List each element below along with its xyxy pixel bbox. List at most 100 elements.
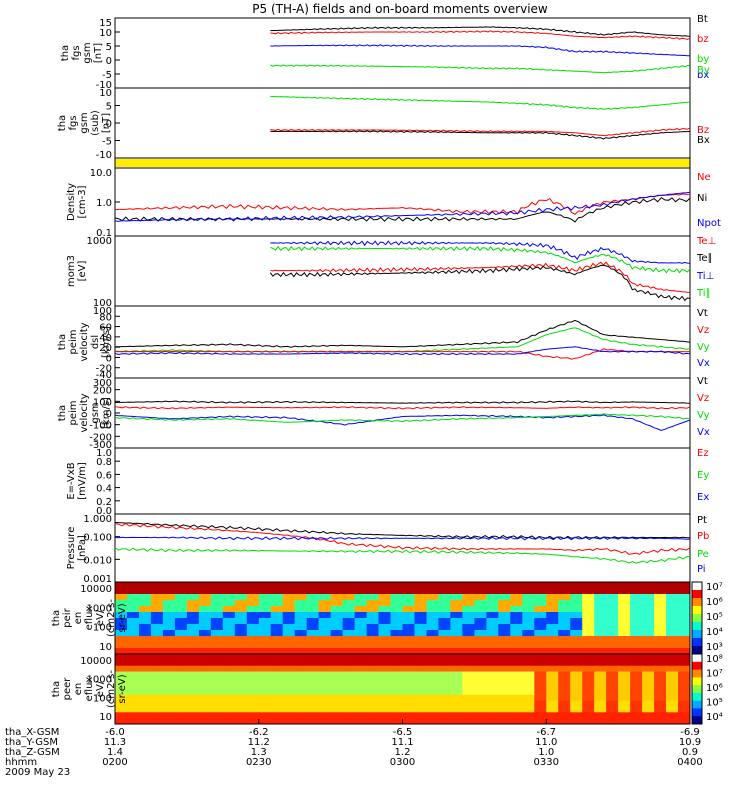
spectrogram-cell: [606, 712, 619, 719]
spectrogram-cell: [678, 689, 691, 696]
spectrogram-cell: [474, 594, 487, 601]
spectrogram-cell: [618, 659, 631, 667]
spectrogram-cell: [486, 618, 499, 625]
spectrogram-cell: [486, 718, 499, 725]
spectrogram-cell: [390, 582, 403, 589]
spectrogram-cell: [378, 718, 391, 725]
y-tick-label: 0.010: [83, 555, 112, 566]
spectrogram-cell: [234, 642, 248, 649]
spectrogram-cell: [606, 582, 619, 589]
spectrogram-cell: [666, 683, 679, 690]
spectrogram-cell: [546, 600, 559, 607]
y-tick-label: 20: [99, 343, 112, 354]
spectrogram-cell: [510, 700, 523, 707]
spectrogram-cell: [630, 618, 643, 625]
spectrogram-cell: [222, 659, 236, 667]
spectrogram-cell: [222, 712, 236, 719]
spectrogram-cell: [186, 700, 200, 707]
spectrogram-cell: [366, 706, 380, 713]
spectrogram-cell: [378, 648, 391, 655]
x-axis-value: 0.9: [682, 747, 698, 758]
x-axis-value: 1.2: [395, 747, 411, 758]
spectrogram-cell: [246, 671, 260, 678]
spectrogram-cell: [654, 600, 667, 607]
spectrogram-cell: [630, 612, 643, 619]
spectrogram-cell: [534, 630, 547, 637]
spectrogram-cell: [186, 689, 200, 696]
spectrogram-cell: [582, 594, 595, 601]
spectrogram-cell: [402, 700, 415, 707]
spectrogram-cell: [186, 600, 200, 607]
spectrogram-cell: [546, 694, 559, 702]
y-label-line: en: [73, 612, 84, 625]
spectrogram-cell: [402, 659, 415, 667]
spectrogram-cell: [174, 671, 188, 678]
spectrogram-cell: [366, 606, 380, 613]
spectrogram-cell: [150, 588, 164, 595]
spectrogram-cell: [618, 594, 631, 601]
spectrogram-cell: [258, 659, 272, 667]
spectrogram-cell: [402, 630, 415, 637]
legend-entry: Vt: [697, 376, 708, 387]
spectrogram-cell: [330, 648, 344, 655]
spectrogram-cell: [570, 665, 583, 672]
spectrogram-cell: [522, 618, 535, 625]
spectrogram-cell: [294, 582, 308, 589]
spectrogram-cell: [162, 677, 176, 684]
spectrogram-cell: [666, 630, 679, 637]
spectrogram-cell: [678, 588, 691, 595]
spectrogram-cell: [534, 636, 547, 643]
spectrogram-cell: [306, 718, 320, 725]
series-line: [269, 264, 691, 302]
spectrogram-cell: [438, 706, 451, 713]
spectrogram-cell: [594, 665, 607, 672]
spectrogram-cell: [127, 694, 140, 702]
spectrogram-cell: [438, 582, 451, 589]
spectrogram-cell: [618, 642, 631, 649]
spectrogram-cell: [534, 618, 547, 625]
spectrogram-cell: [510, 659, 523, 667]
spectrogram-cell: [666, 671, 679, 678]
spectrogram-cell: [150, 594, 164, 601]
spectrogram-cell: [246, 694, 260, 702]
y-label-line: [km/s]: [101, 397, 112, 429]
spectrogram-cell: [127, 624, 140, 631]
spectrogram-cell: [342, 665, 356, 672]
spectrogram-cell: [139, 636, 152, 643]
spectrogram-cell: [306, 700, 320, 707]
spectrogram-cell: [402, 694, 415, 702]
y-tick-label: 10: [99, 642, 112, 653]
spectrogram-cell: [498, 600, 511, 607]
y-tick-label: 10: [99, 28, 112, 39]
panel-frame: [114, 377, 691, 449]
spectrogram-cell: [234, 582, 248, 589]
series-line: [270, 30, 691, 40]
y-axis-label: mom3 [eV]: [66, 255, 88, 287]
spectrogram-cell: [534, 694, 547, 702]
spectrogram-cell: [630, 654, 643, 661]
spectrogram-cell: [222, 689, 236, 696]
spectrogram-cell: [210, 594, 224, 601]
spectrogram-cell: [282, 671, 296, 678]
spectrogram-cell: [594, 654, 607, 661]
spectrogram-cell: [438, 677, 451, 684]
spectrogram-cell: [642, 624, 655, 631]
spectrogram-cell: [306, 594, 320, 601]
x-axis-value: -6.2: [249, 727, 269, 738]
spectrogram-cell: [594, 594, 607, 601]
spectrogram-cell: [570, 677, 583, 684]
spectrogram-cell: [258, 718, 272, 725]
series-line: [114, 413, 691, 423]
spectrogram-cell: [198, 700, 212, 707]
spectrogram-cell: [270, 665, 284, 672]
spectrogram-cell: [438, 671, 451, 678]
y-label-line: tha: [60, 45, 71, 61]
spectrogram-cell: [402, 642, 415, 649]
spectrogram-cell: [534, 683, 547, 690]
spectrogram-cell: [666, 689, 679, 696]
spectrogram-cell: [210, 648, 224, 655]
spectrogram-cell: [534, 665, 547, 672]
spectrogram-cell: [642, 671, 655, 678]
legend-entry: Ez: [697, 448, 709, 459]
